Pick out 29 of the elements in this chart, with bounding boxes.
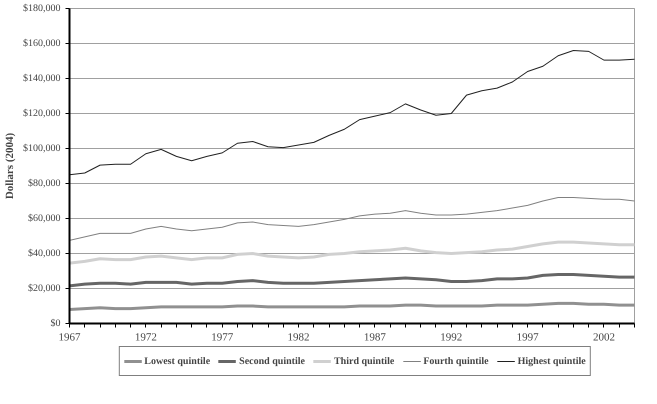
x-tick-label: 2002 — [592, 332, 615, 344]
y-tick-label: $120,000 — [23, 108, 60, 119]
line-series — [70, 273, 634, 288]
legend-label: Lowest quintile — [144, 356, 210, 366]
legend-label: Highest quintile — [518, 356, 586, 366]
y-tick-label: $80,000 — [28, 178, 60, 189]
legend-label: Second quintile — [239, 356, 306, 366]
x-tick-label: 1967 — [58, 332, 81, 344]
y-tick-label: $20,000 — [28, 283, 60, 294]
legend-label: Third quintile — [334, 356, 394, 366]
y-tick-label: $180,000 — [23, 3, 60, 14]
y-axis-title: Dollars (2004) — [4, 132, 16, 200]
y-tick-label: $0 — [50, 318, 60, 329]
line-series — [70, 197, 634, 241]
y-tick-label: $40,000 — [28, 248, 60, 259]
x-tick-label: 1972 — [134, 332, 157, 344]
x-tick-label: 1982 — [288, 332, 310, 344]
x-tick-label: 1992 — [440, 332, 462, 344]
y-tick-label: $100,000 — [23, 143, 60, 154]
x-tick-label: 1987 — [364, 332, 386, 344]
y-tick-label: $160,000 — [23, 38, 60, 49]
line-series — [70, 302, 634, 311]
y-tick-label: $60,000 — [28, 213, 60, 224]
legend-label: Fourth quintile — [423, 356, 489, 366]
line-series — [70, 240, 634, 265]
x-tick-label: 1977 — [211, 332, 234, 344]
x-tick-label: 1997 — [516, 332, 540, 344]
line-series — [70, 50, 634, 176]
y-tick-label: $140,000 — [23, 73, 60, 84]
